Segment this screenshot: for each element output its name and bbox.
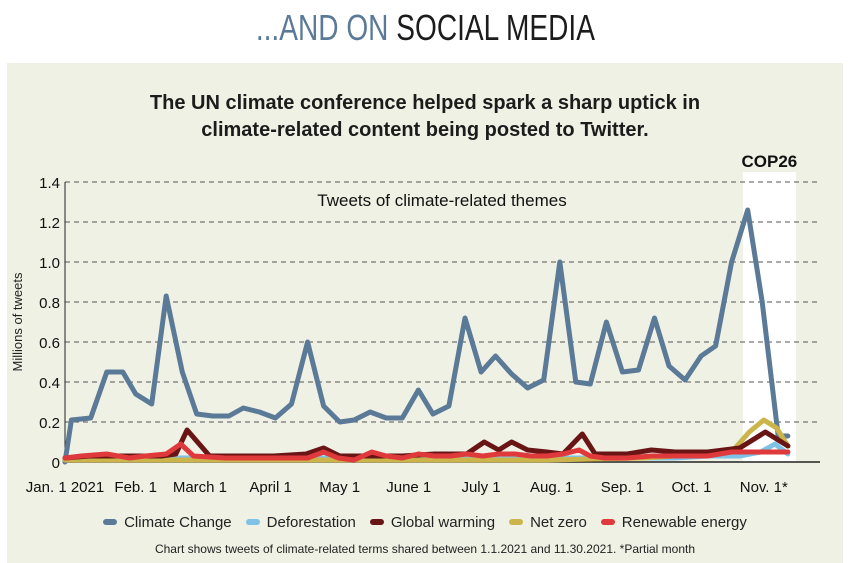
series-line-climate-change — [62, 207, 791, 465]
legend-item: Net zero — [509, 514, 587, 531]
legend-label: Renewable energy — [621, 513, 747, 531]
header-prefix: ...AND ON — [255, 7, 389, 48]
x-tick-label: Feb. 1 — [114, 479, 157, 496]
series-line-renewable-energy — [62, 441, 791, 463]
legend-swatch — [103, 519, 118, 525]
chart-title: The UN climate conference helped spark a… — [0, 90, 850, 144]
legend-swatch — [600, 519, 615, 525]
chart-subtitle: Tweets of climate-related themes — [317, 191, 566, 210]
grid-lines — [64, 181, 820, 463]
legend-item: Deforestation — [245, 513, 356, 531]
y-tick-label: 0.4 — [39, 375, 60, 392]
x-tick-label: Nov. 1* — [740, 479, 788, 496]
chart-title-line-2: climate-related content being posted to … — [201, 119, 649, 141]
page-header: ...AND ON SOCIAL MEDIA — [0, 0, 850, 60]
legend-item: Climate Change — [103, 514, 232, 531]
y-axis-ticks: 0 0.2 0.4 0.6 0.8 1.0 1.2 1.4 — [39, 175, 60, 472]
x-tick-label: Sep. 1 — [601, 479, 644, 496]
legend-label: Deforestation — [266, 513, 356, 531]
y-tick-label: 1.0 — [39, 255, 60, 272]
y-tick-label: 0.2 — [39, 415, 60, 432]
legend-label: Net zero — [530, 513, 587, 531]
x-tick-label: Aug. 1 — [530, 479, 573, 496]
y-tick-label: 1.4 — [39, 175, 60, 192]
x-tick-label: March 1 — [173, 479, 227, 496]
footnote: Chart shows tweets of climate-related te… — [154, 542, 696, 556]
legend-swatch — [509, 519, 524, 525]
header-text: ...AND ON SOCIAL MEDIA — [255, 0, 594, 56]
header-main: SOCIAL MEDIA — [395, 7, 595, 48]
chart-panel — [7, 63, 843, 563]
x-tick-label: Oct. 1 — [671, 479, 711, 496]
x-tick-label: Jan. 1 2021 — [26, 479, 104, 496]
legend-label: Climate Change — [124, 513, 232, 531]
chart-title-line-1: The UN climate conference helped spark a… — [149, 92, 701, 114]
legend: Climate Change Deforestation Global warmin… — [0, 512, 850, 531]
legend-label: Global warming — [390, 513, 496, 531]
legend-swatch — [369, 519, 384, 525]
x-tick-label: July 1 — [461, 479, 500, 496]
y-tick-label: 0.6 — [39, 335, 60, 352]
x-tick-label: April 1 — [249, 479, 292, 496]
x-axis-ticks: Jan. 1 2021 Feb. 1 March 1 April 1 May 1 June… — [26, 479, 788, 496]
y-axis-label: Millions of tweets — [10, 272, 25, 371]
y-tick-label: 1.2 — [39, 215, 60, 232]
legend-item: Renewable energy — [600, 513, 747, 531]
x-tick-label: May 1 — [319, 479, 360, 496]
y-tick-label: 0.8 — [39, 295, 60, 312]
legend-item: Global warming — [369, 513, 496, 531]
y-tick-label: 0 — [52, 455, 60, 472]
series-lines — [62, 207, 791, 465]
cop26-annotation: COP26 — [742, 152, 798, 171]
x-tick-label: June 1 — [386, 479, 431, 496]
legend-swatch — [245, 519, 260, 525]
